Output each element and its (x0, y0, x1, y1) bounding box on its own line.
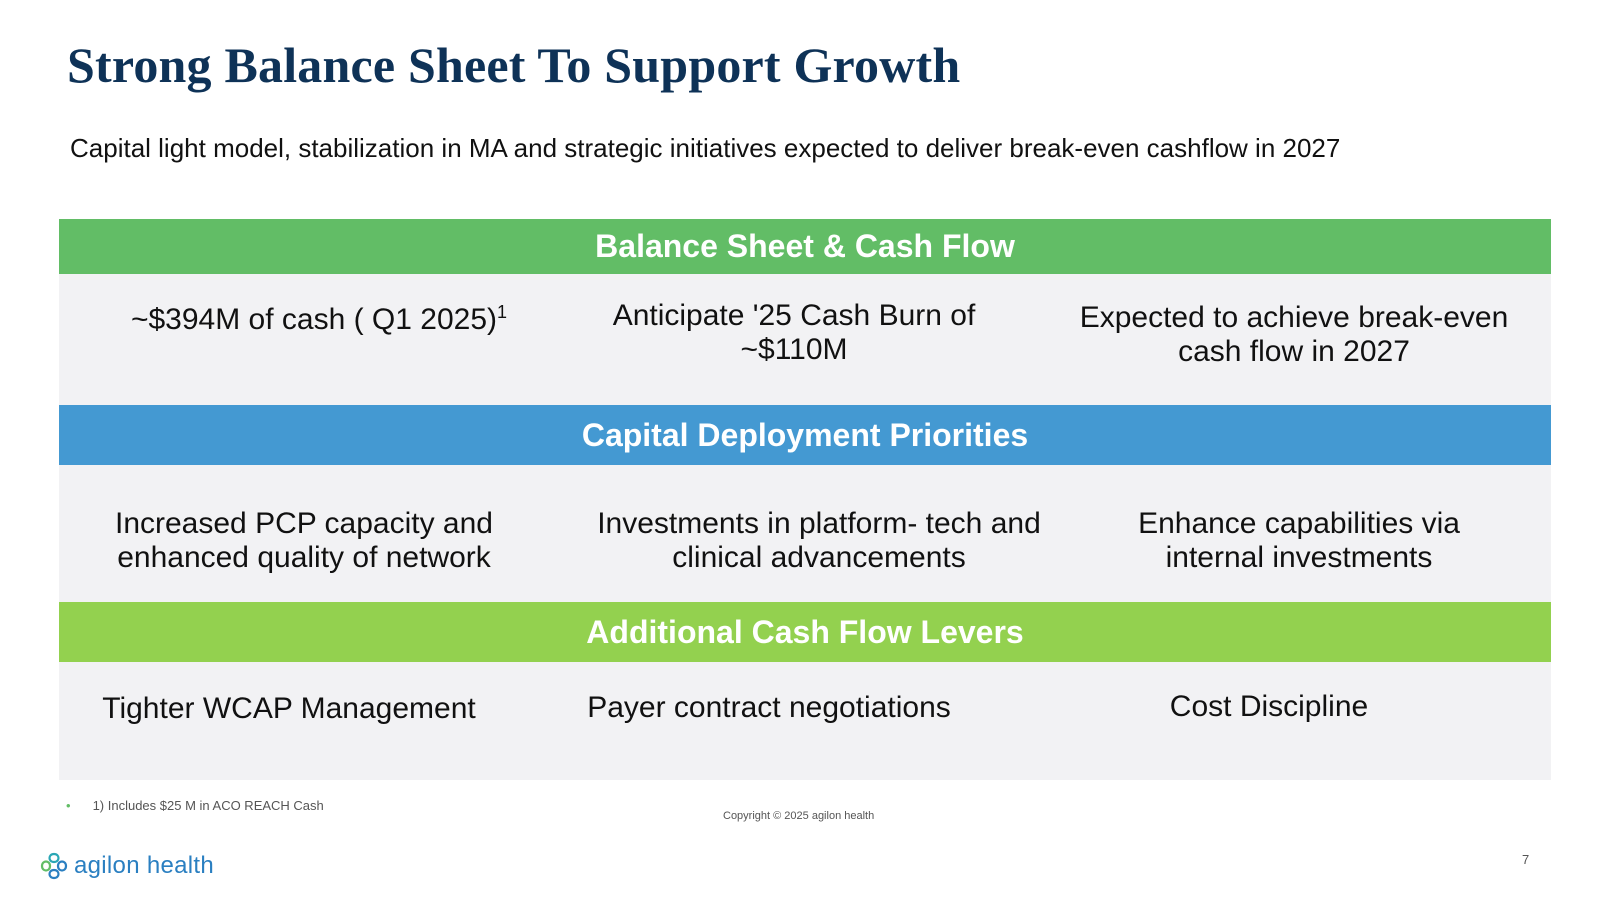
platform-investments-item: Investments in platform- tech and clinic… (559, 507, 1079, 575)
logo-wordmark: agilon health (74, 852, 215, 879)
cash-burn-line2: ~$110M (740, 333, 848, 366)
break-even-item: Expected to achieve break-even cash flow… (1044, 301, 1544, 369)
platform-investments-line1: Investments in platform- tech and (597, 507, 1041, 540)
cash-on-hand-item: ~$394M of cash ( Q1 2025)1 (99, 303, 539, 337)
slide-subtitle: Capital light model, stabilization in MA… (70, 133, 1341, 163)
pcp-capacity-line2: enhanced quality of network (117, 541, 491, 574)
footnote-text: 1) Includes $25 M in ACO REACH Cash (92, 798, 324, 813)
payer-contracts-item: Payer contract negotiations (587, 691, 951, 724)
enhance-capabilities-line2: internal investments (1165, 541, 1433, 574)
slide-title: Strong Balance Sheet To Support Growth (67, 37, 961, 93)
footnote: • 1) Includes $25 M in ACO REACH Cash (66, 798, 324, 813)
cash-burn-item: Anticipate '25 Cash Burn of ~$110M (549, 299, 1039, 367)
enhance-capabilities-item: Enhance capabilities via internal invest… (1089, 507, 1509, 575)
cost-discipline-item: Cost Discipline (1169, 690, 1369, 723)
cash-burn-line1: Anticipate '25 Cash Burn of (612, 299, 976, 332)
wcap-management-item: Tighter WCAP Management (102, 692, 476, 725)
company-logo: agilon health (38, 848, 214, 884)
pcp-capacity-line1: Increased PCP capacity and (114, 507, 493, 540)
cash-on-hand-text: ~$394M of cash ( Q1 2025) (130, 303, 498, 336)
section-row-capital-deployment: Increased PCP capacity and enhanced qual… (59, 465, 1551, 602)
section-row-balance-sheet: ~$394M of cash ( Q1 2025)1 Anticipate '2… (59, 274, 1551, 405)
pcp-capacity-item: Increased PCP capacity and enhanced qual… (64, 507, 544, 575)
agilon-logo-icon (40, 852, 68, 880)
break-even-line1: Expected to achieve break-even (1079, 301, 1509, 334)
copyright: Copyright © 2025 agilon health (723, 810, 875, 822)
footnote-bullet: • (66, 798, 71, 813)
footnote-marker: 1 (497, 302, 508, 322)
section-header-cash-flow-levers: Additional Cash Flow Levers (59, 602, 1551, 662)
break-even-line2: cash flow in 2027 (1178, 335, 1410, 368)
section-header-capital-deployment: Capital Deployment Priorities (59, 405, 1551, 465)
platform-investments-line2: clinical advancements (672, 541, 966, 574)
page-number: 7 (1522, 852, 1530, 867)
section-row-cash-flow-levers: Tighter WCAP Management Payer contract n… (59, 662, 1551, 780)
section-header-balance-sheet: Balance Sheet & Cash Flow (59, 219, 1551, 274)
enhance-capabilities-line1: Enhance capabilities via (1138, 507, 1460, 540)
